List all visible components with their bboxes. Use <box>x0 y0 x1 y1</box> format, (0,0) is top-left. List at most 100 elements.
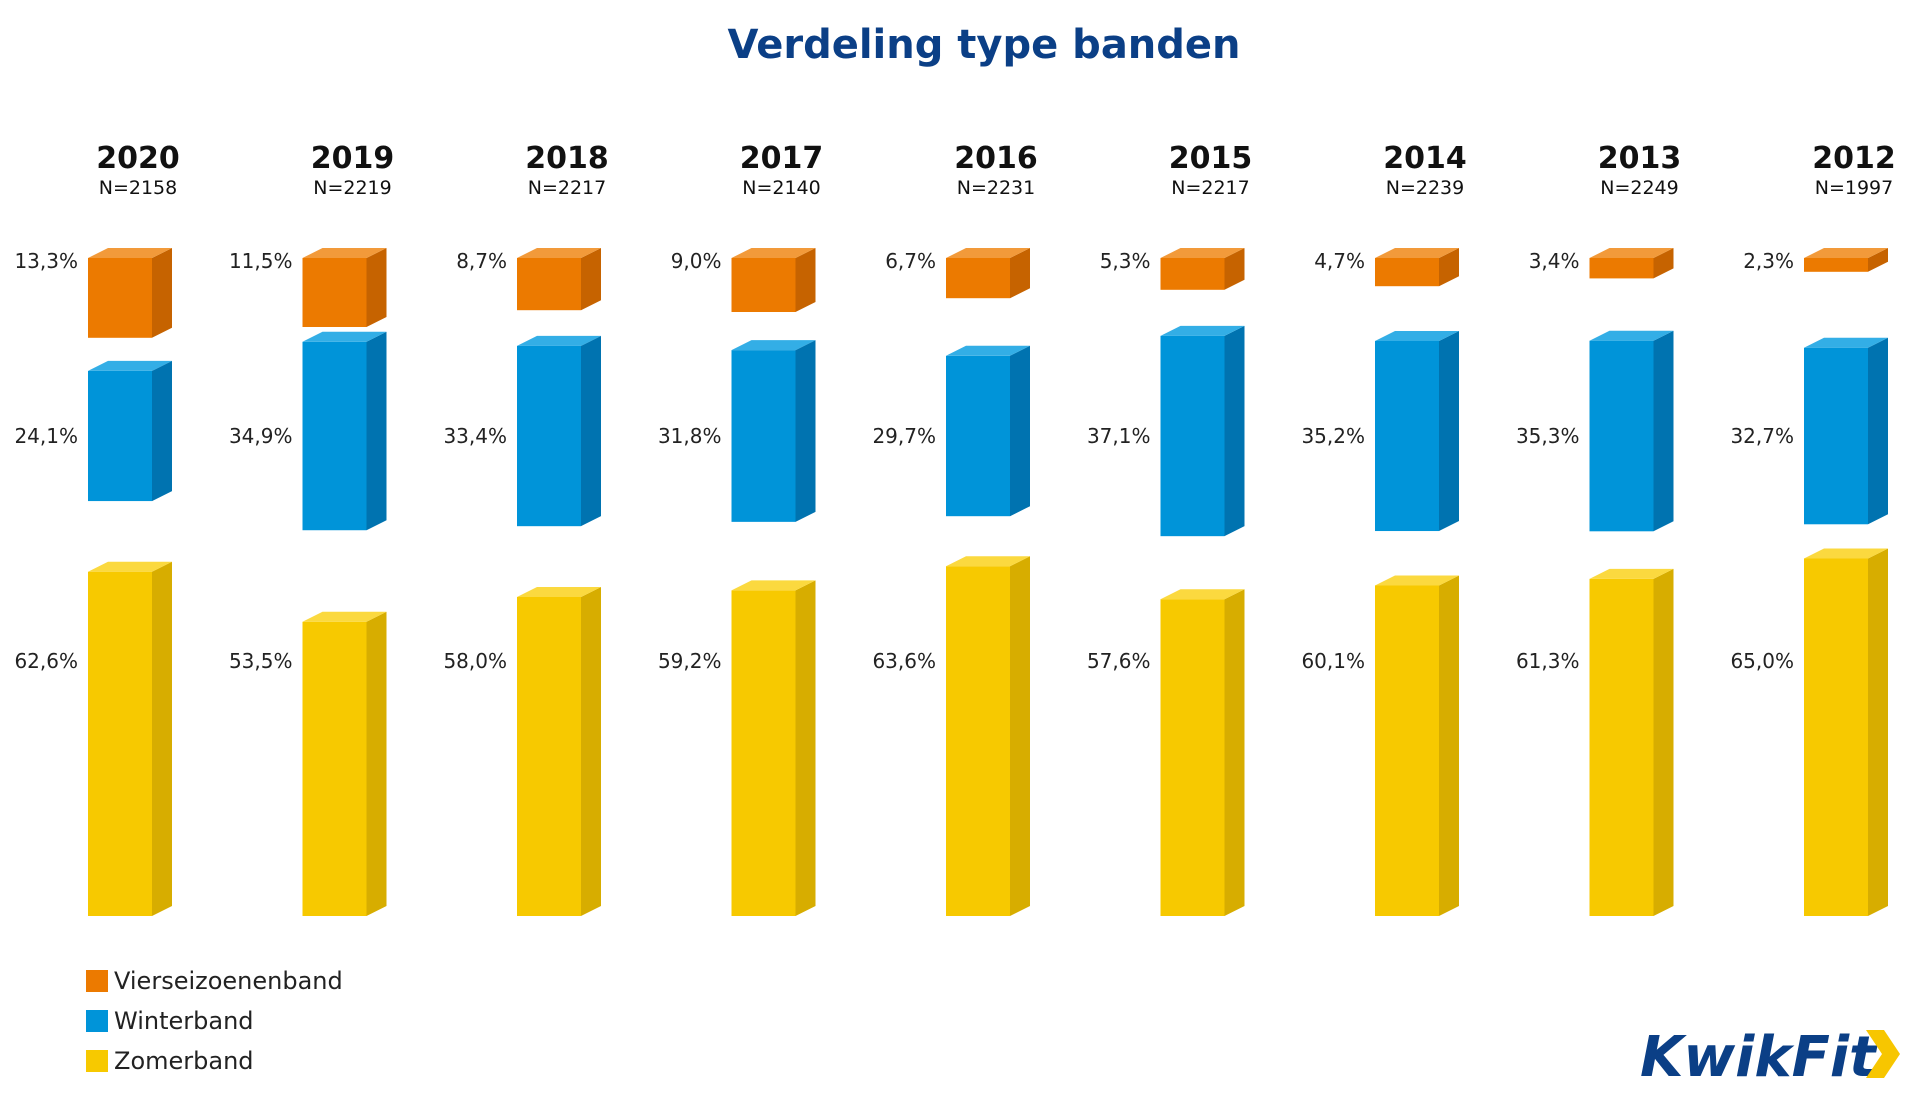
bar-vierseizoenenband-side <box>1868 248 1888 272</box>
bar-winterband-top <box>1589 330 1674 341</box>
legend-swatch <box>86 1050 108 1072</box>
value-label-zomerband: 61,3% <box>1516 649 1580 673</box>
kwikfit-logo: KwikFit <box>1640 1025 1900 1090</box>
bar-vierseizoenenband-top <box>1804 248 1888 258</box>
bar-vierseizoenenband-front <box>1160 258 1225 290</box>
bar-zomerband-top <box>302 611 387 622</box>
bar-vierseizoenenband-side <box>152 248 172 338</box>
sample-size-label: N=2231 <box>957 177 1036 199</box>
bar-winterband-front <box>1589 340 1654 532</box>
legend-label: Vierseizoenenband <box>114 967 343 995</box>
sample-size-label: N=2158 <box>99 177 178 199</box>
value-label-winterband: 32,7% <box>1730 424 1794 448</box>
value-label-zomerband: 65,0% <box>1730 649 1794 673</box>
bar-vierseizoenenband-side <box>1224 248 1245 290</box>
sample-size-label: N=2219 <box>313 177 392 199</box>
bar-zomerband-front <box>946 566 1010 916</box>
sample-size-label: N=2217 <box>1171 177 1250 199</box>
bar-zomerband-front <box>1804 558 1868 916</box>
bar-zomerband-side <box>152 561 172 916</box>
bar-zomerband-top <box>517 587 601 597</box>
bar-vierseizoenenband-front <box>517 258 581 311</box>
bar-zomerband-front <box>731 590 796 916</box>
value-label-vierseizoenenband: 8,7% <box>456 249 507 273</box>
bar-vierseizoenenband-side <box>1010 248 1030 299</box>
value-label-vierseizoenenband: 9,0% <box>671 249 722 273</box>
bar-winterband-front <box>946 355 1010 517</box>
bar-winterband-side <box>581 335 601 527</box>
chart-title: Verdeling type banden <box>727 22 1240 68</box>
bar-vierseizoenenband-top <box>517 248 601 258</box>
bar-vierseizoenenband-top <box>946 248 1030 258</box>
bar-zomerband-side <box>366 611 387 916</box>
year-label: 2019 <box>311 141 395 176</box>
bar-vierseizoenenband-side <box>581 248 601 311</box>
legend-swatch <box>86 1010 108 1032</box>
year-label: 2013 <box>1598 141 1682 176</box>
bar-winterband-top <box>1804 337 1888 348</box>
bar-zomerband-side <box>1224 589 1245 916</box>
bar-zomerband-top <box>946 556 1030 567</box>
bar-zomerband-top <box>1160 589 1245 600</box>
value-label-winterband: 31,8% <box>658 424 722 448</box>
bar-winterband-top <box>88 360 172 371</box>
value-label-vierseizoenenband: 2,3% <box>1743 249 1794 273</box>
value-label-winterband: 29,7% <box>872 424 936 448</box>
bar-vierseizoenenband-side <box>1439 248 1459 287</box>
bar-winterband-top <box>731 340 816 351</box>
bar-zomerband-front <box>302 621 367 916</box>
bar-zomerband-side <box>795 580 816 916</box>
bar-zomerband-side <box>1868 548 1888 916</box>
value-label-zomerband: 57,6% <box>1087 649 1151 673</box>
sample-size-label: N=2239 <box>1386 177 1465 199</box>
bar-vierseizoenenband-top <box>1160 248 1245 258</box>
value-label-zomerband: 63,6% <box>872 649 936 673</box>
bar-winterband-side <box>152 360 172 502</box>
bar-vierseizoenenband-front <box>1375 258 1439 287</box>
bar-zomerband-top <box>1804 548 1888 559</box>
bar-zomerband-top <box>88 561 172 572</box>
value-label-vierseizoenenband: 5,3% <box>1100 249 1151 273</box>
value-label-vierseizoenenband: 3,4% <box>1529 249 1580 273</box>
value-label-vierseizoenenband: 11,5% <box>229 249 293 273</box>
bar-winterband-front <box>1375 340 1439 532</box>
sample-size-label: N=1997 <box>1815 177 1894 199</box>
value-label-vierseizoenenband: 13,3% <box>14 249 78 273</box>
year-label: 2015 <box>1169 141 1253 176</box>
value-label-winterband: 34,9% <box>229 424 293 448</box>
bar-winterband-top <box>517 335 601 346</box>
bar-vierseizoenenband-front <box>1589 258 1654 279</box>
value-label-vierseizoenenband: 6,7% <box>885 249 936 273</box>
logo-chevron-icon <box>1866 1030 1900 1078</box>
legend: Vierseizoenenband Winterband Zomerband <box>86 967 343 1075</box>
bar-vierseizoenenband-front <box>1804 258 1868 272</box>
value-label-zomerband: 62,6% <box>14 649 78 673</box>
bar-zomerband-side <box>1010 556 1030 916</box>
year-label: 2016 <box>954 141 1038 176</box>
sample-size-label: N=2249 <box>1600 177 1679 199</box>
bar-winterband-front <box>1804 347 1868 525</box>
value-label-zomerband: 59,2% <box>658 649 722 673</box>
sample-size-label: N=2217 <box>528 177 607 199</box>
legend-label: Winterband <box>114 1007 254 1035</box>
bar-vierseizoenenband-front <box>946 258 1010 299</box>
value-label-winterband: 24,1% <box>14 424 78 448</box>
bar-zomerband-top <box>1375 575 1459 586</box>
bar-winterband-top <box>1160 325 1245 336</box>
bar-winterband-top <box>1375 330 1459 341</box>
bar-vierseizoenenband-side <box>366 248 387 327</box>
year-label: 2020 <box>96 141 180 176</box>
bar-vierseizoenenband-top <box>1589 248 1674 258</box>
bar-winterband-front <box>731 350 796 522</box>
value-label-winterband: 35,3% <box>1516 424 1580 448</box>
value-label-zomerband: 58,0% <box>443 649 507 673</box>
